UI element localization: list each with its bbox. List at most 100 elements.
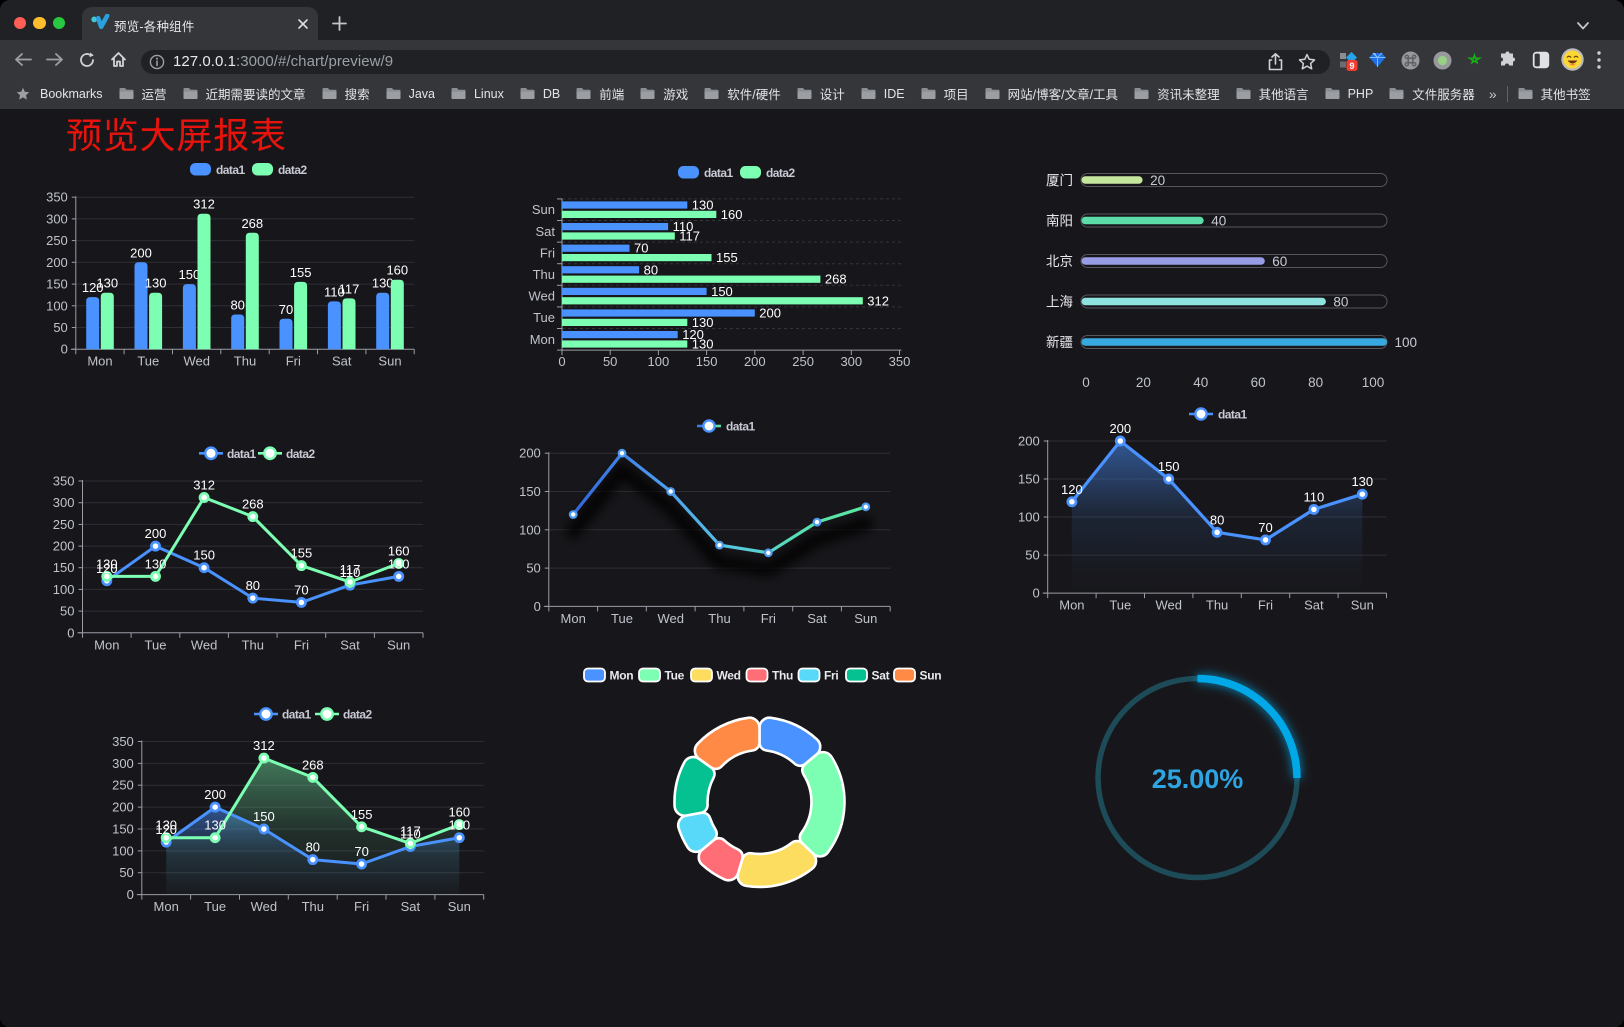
svg-text:130: 130 [388, 556, 410, 571]
svg-text:130: 130 [96, 276, 118, 291]
svg-text:9: 9 [1349, 61, 1354, 71]
svg-text:上海: 上海 [1046, 295, 1073, 310]
svg-text:100: 100 [112, 843, 134, 858]
svg-text:250: 250 [792, 354, 814, 369]
svg-text:Sat: Sat [1304, 598, 1324, 613]
svg-text:Fri: Fri [1258, 598, 1273, 613]
svg-text:Thu: Thu [772, 669, 793, 683]
svg-text:data1: data1 [282, 708, 311, 722]
svg-text:Wed: Wed [657, 611, 684, 626]
svg-text:40: 40 [1211, 214, 1226, 229]
svg-text:120: 120 [155, 822, 177, 837]
svg-text:0: 0 [127, 887, 134, 902]
svg-text:200: 200 [759, 306, 781, 321]
svg-text:Tue: Tue [137, 354, 159, 369]
svg-text:130: 130 [692, 315, 714, 330]
svg-text:Thu: Thu [1206, 598, 1228, 613]
svg-text:Mon: Mon [530, 332, 555, 347]
svg-text:20: 20 [1136, 375, 1151, 390]
svg-text:130: 130 [448, 818, 470, 833]
svg-text:Thu: Thu [533, 267, 555, 282]
svg-text:155: 155 [291, 546, 313, 561]
svg-text:150: 150 [193, 548, 215, 563]
svg-text:150: 150 [253, 809, 275, 824]
svg-text:Thu: Thu [302, 899, 324, 914]
svg-text:Thu: Thu [242, 637, 264, 652]
svg-text:Wed: Wed [191, 637, 218, 652]
svg-text:155: 155 [716, 250, 738, 265]
svg-text:150: 150 [711, 284, 733, 299]
svg-text:Tue: Tue [204, 899, 226, 914]
svg-text:200: 200 [53, 539, 75, 554]
svg-text:Fri: Fri [761, 611, 776, 626]
svg-text:南阳: 南阳 [1046, 214, 1073, 229]
svg-text:160: 160 [386, 263, 408, 278]
svg-text:150: 150 [53, 560, 75, 575]
svg-text:350: 350 [53, 474, 75, 489]
svg-text:data1: data1 [216, 163, 245, 177]
svg-text:40: 40 [1193, 375, 1208, 390]
svg-text:117: 117 [340, 562, 361, 577]
svg-text:150: 150 [112, 822, 134, 837]
svg-text:厦门: 厦门 [1046, 173, 1073, 188]
svg-text:data1: data1 [1218, 408, 1247, 422]
svg-text:50: 50 [603, 354, 617, 369]
svg-text:117: 117 [400, 823, 421, 838]
svg-text:200: 200 [145, 526, 167, 541]
svg-text:Fri: Fri [540, 245, 555, 260]
svg-text:130: 130 [692, 337, 714, 352]
svg-text:70: 70 [294, 582, 308, 597]
svg-text:60: 60 [1251, 375, 1266, 390]
svg-text:155: 155 [351, 807, 373, 822]
svg-text:Fri: Fri [294, 637, 309, 652]
svg-text:117: 117 [679, 229, 700, 244]
svg-text:200: 200 [744, 354, 766, 369]
svg-text:Mon: Mon [610, 669, 634, 683]
svg-text:80: 80 [306, 840, 320, 855]
svg-text:200: 200 [519, 446, 541, 461]
svg-text:50: 50 [60, 604, 74, 619]
svg-text:100: 100 [1395, 335, 1418, 350]
svg-text:Thu: Thu [708, 611, 730, 626]
svg-text:0: 0 [1082, 375, 1090, 390]
svg-text:150: 150 [1158, 459, 1180, 474]
svg-text:Fri: Fri [824, 669, 838, 683]
svg-text:200: 200 [204, 787, 226, 802]
svg-text:50: 50 [1025, 548, 1039, 563]
svg-text:100: 100 [53, 582, 75, 597]
svg-text:150: 150 [696, 354, 718, 369]
svg-text:Tue: Tue [533, 310, 555, 325]
svg-text:Wed: Wed [183, 354, 210, 369]
svg-text:0: 0 [61, 342, 68, 357]
svg-text:350: 350 [46, 190, 68, 205]
svg-text:50: 50 [119, 865, 133, 880]
svg-text:0: 0 [534, 599, 541, 614]
svg-text:data1: data1 [227, 447, 256, 461]
svg-text:130: 130 [145, 556, 167, 571]
svg-text:130: 130 [145, 276, 167, 291]
svg-text:268: 268 [242, 497, 264, 512]
svg-text:130: 130 [204, 818, 226, 833]
svg-text:150: 150 [1018, 472, 1040, 487]
svg-text:50: 50 [526, 561, 540, 576]
svg-text:Sat: Sat [535, 224, 555, 239]
svg-text:200: 200 [112, 800, 134, 815]
svg-text:Fri: Fri [354, 899, 369, 914]
svg-text:300: 300 [112, 756, 134, 771]
svg-text:Wed: Wed [251, 899, 278, 914]
svg-text:80: 80 [1333, 295, 1348, 310]
svg-text:Mon: Mon [561, 611, 586, 626]
svg-text:100: 100 [648, 354, 670, 369]
svg-text:110: 110 [1304, 489, 1325, 504]
svg-text:300: 300 [840, 354, 862, 369]
svg-text:80: 80 [644, 262, 658, 277]
svg-text:110: 110 [340, 565, 361, 580]
svg-text:Mon: Mon [154, 899, 179, 914]
svg-text:data2: data2 [278, 163, 307, 177]
svg-text:Sun: Sun [920, 669, 942, 683]
svg-text:50: 50 [53, 320, 67, 335]
svg-text:25.00%: 25.00% [1152, 764, 1244, 794]
svg-text:160: 160 [721, 207, 743, 222]
svg-text:Sat: Sat [872, 669, 890, 683]
svg-text:Thu: Thu [234, 354, 256, 369]
